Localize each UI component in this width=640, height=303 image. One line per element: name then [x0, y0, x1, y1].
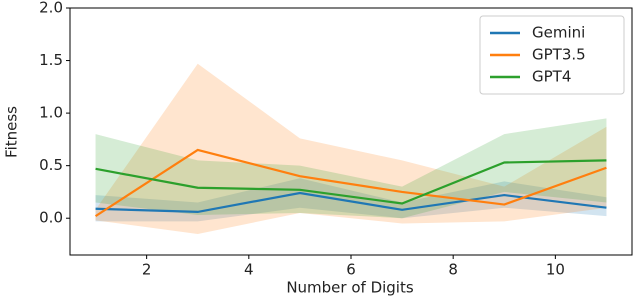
y-tick-label: 1.5	[39, 51, 63, 69]
line	[94, 148, 607, 218]
y-tick-label: 0.5	[39, 156, 63, 174]
x-tick-label: 4	[244, 261, 254, 279]
line	[95, 191, 607, 214]
x-tick-label: 2	[142, 261, 152, 279]
legend-box	[479, 15, 625, 95]
legend-label: GPT3.5	[532, 46, 586, 64]
x-axis-label: Number of Digits	[286, 279, 414, 297]
line	[95, 159, 607, 205]
y-tick-label: 0.0	[39, 209, 63, 227]
legend-label: GPT4	[532, 68, 571, 86]
x-tick-label: 6	[346, 261, 356, 279]
y-tick-label: 2.0	[39, 0, 63, 17]
error-band	[95, 118, 607, 219]
x-tick-label: 10	[546, 261, 565, 279]
error-band	[95, 178, 607, 222]
y-tick-label: 1.0	[39, 104, 63, 122]
error-band	[95, 63, 607, 234]
y-axis-label: Fitness	[3, 106, 21, 158]
x-tick-label: 8	[448, 261, 458, 279]
legend-label: Gemini	[532, 24, 585, 42]
